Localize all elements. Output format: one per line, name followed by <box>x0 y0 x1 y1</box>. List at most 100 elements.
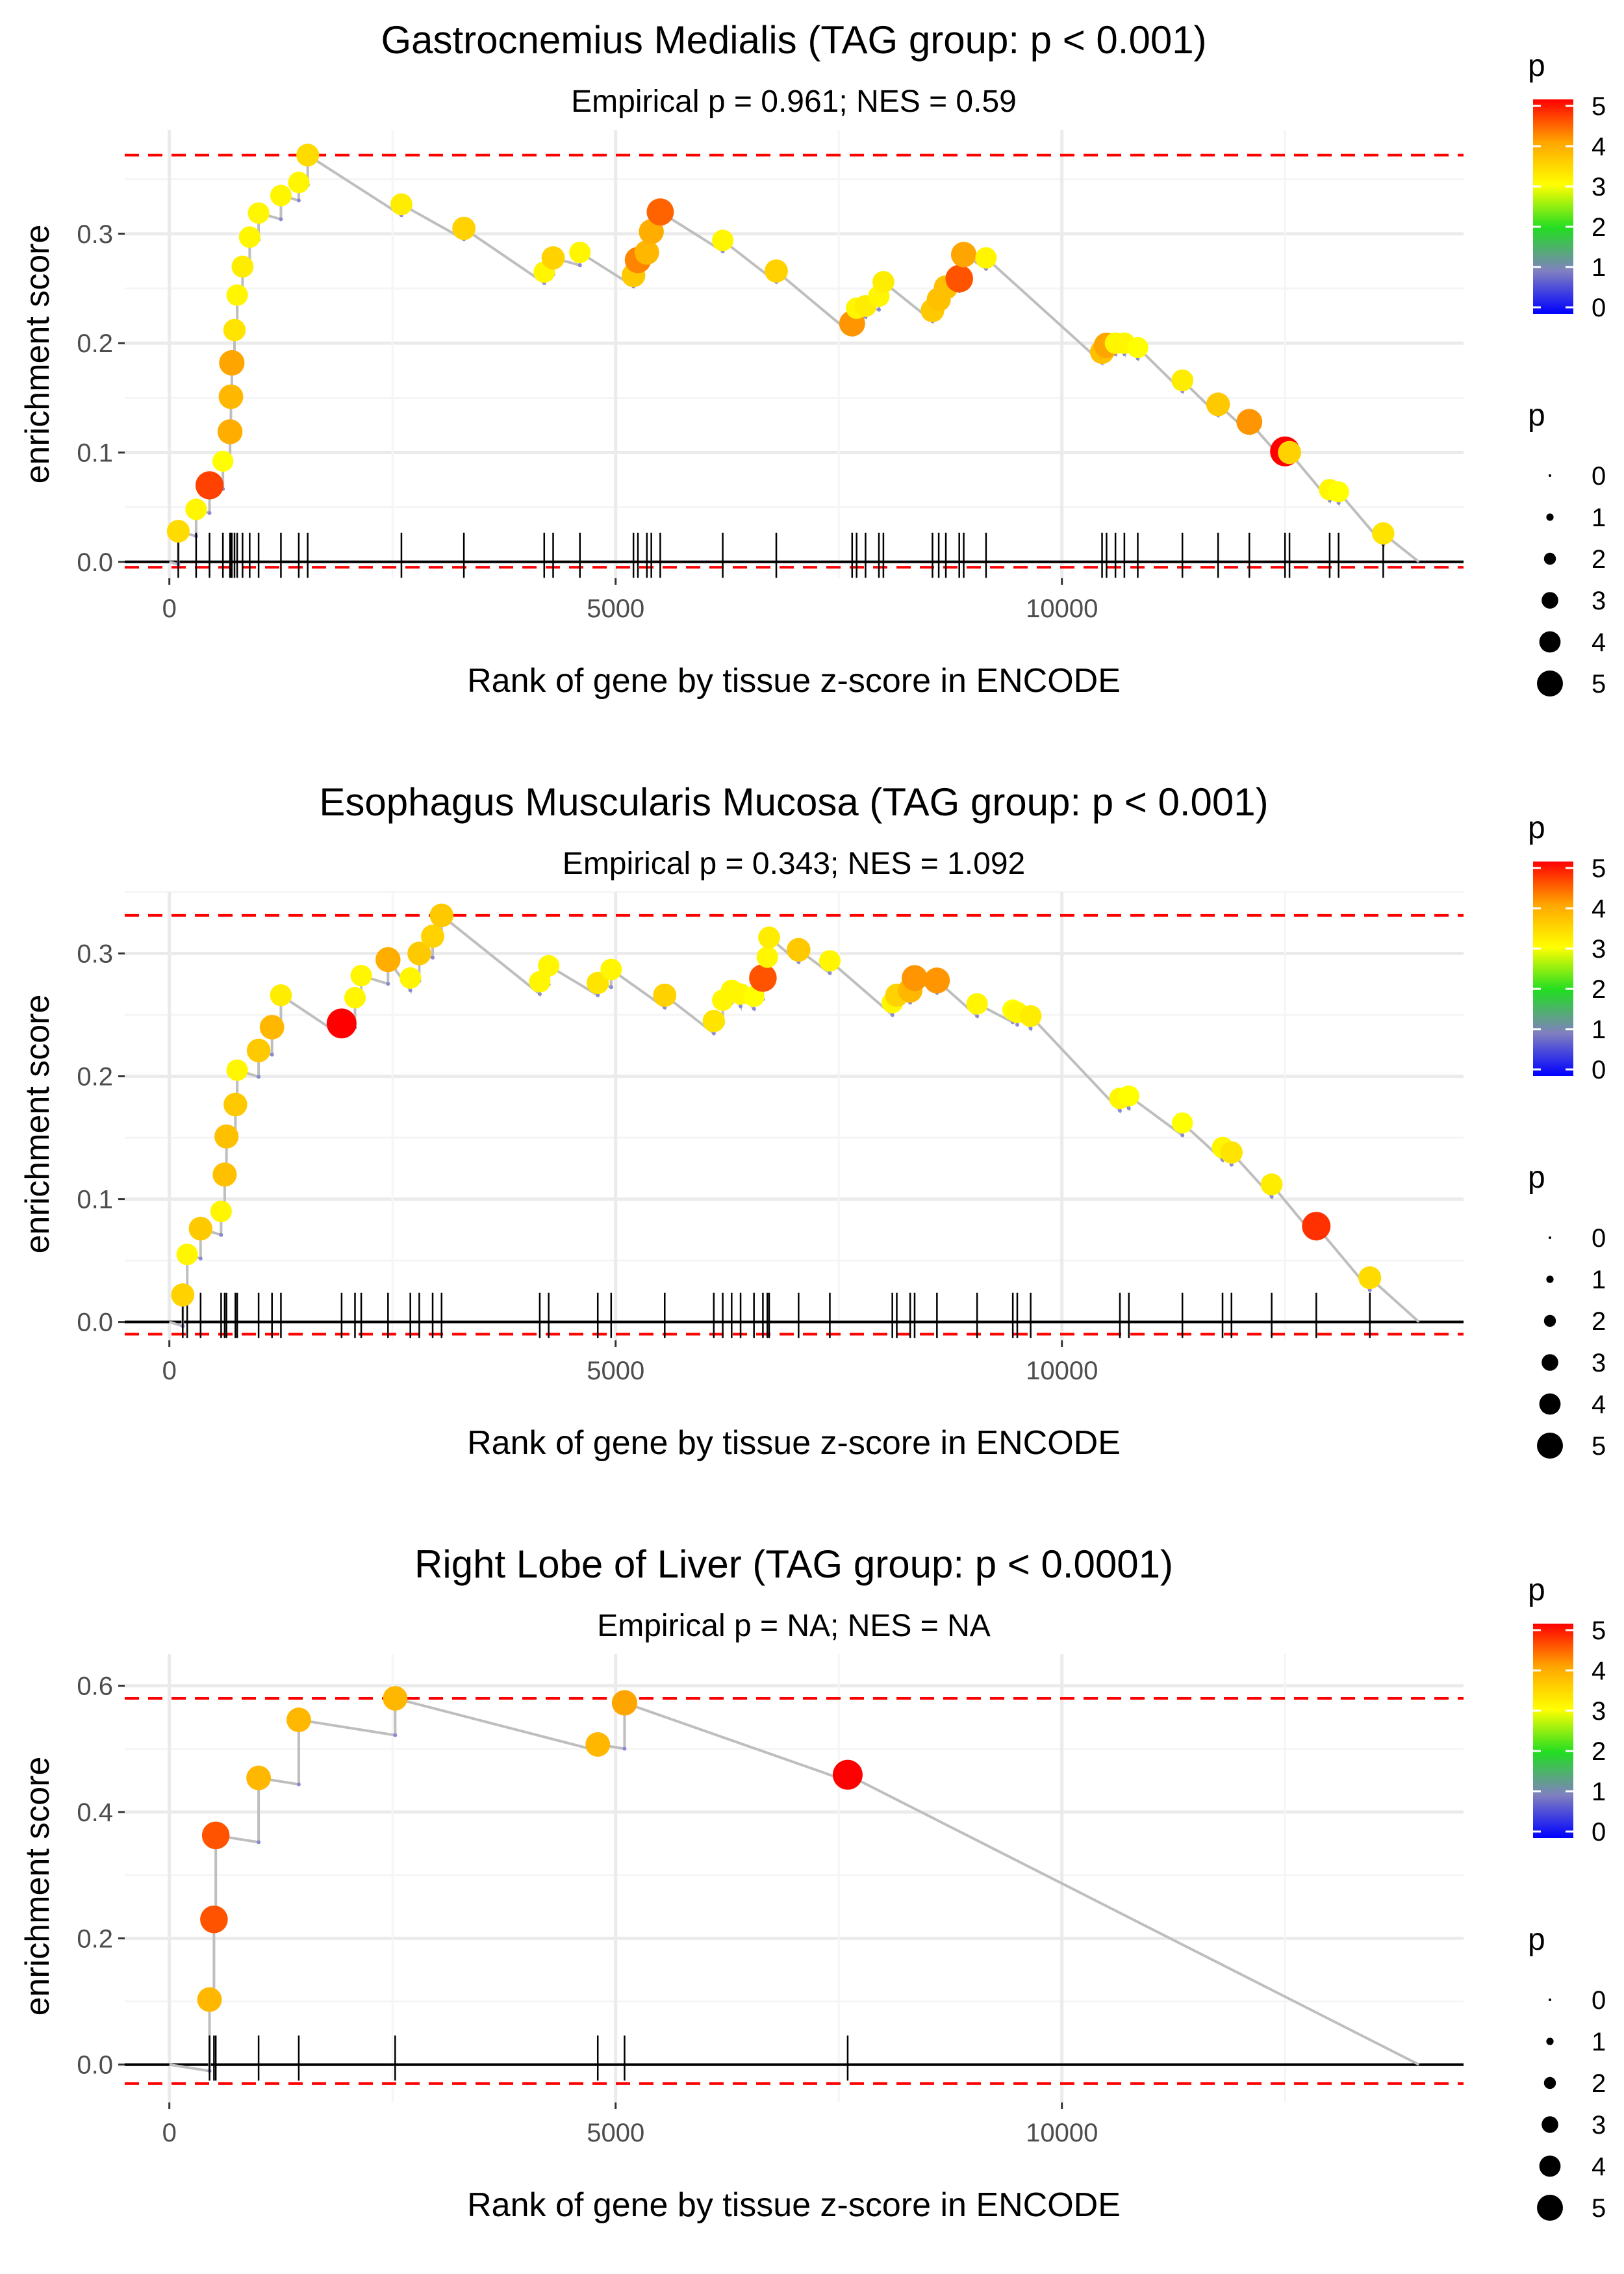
size-legend-dot <box>1543 1314 1556 1327</box>
panel-3-y-tick-label: 0.0 <box>77 2051 113 2080</box>
color-bar-label: 3 <box>1592 1697 1606 1726</box>
panel-1-y-tick-label: 0.2 <box>77 329 113 358</box>
panel-3-valley-marker <box>622 1746 627 1751</box>
color-bar-label: 5 <box>1592 92 1606 121</box>
panel-gastrocnemius: Gastrocnemius Medialis (TAG group: p < 0… <box>19 18 1464 700</box>
panel-1-point <box>195 471 224 500</box>
panel-3-point <box>200 1905 228 1934</box>
legend-2: p 5 4 3 2 1 0 p 0 1 2 3 4 5 <box>1528 811 1606 1461</box>
panel-3-valley-marker <box>257 1840 261 1845</box>
panel-2-point <box>226 1059 248 1081</box>
panel-1-subtitle: Empirical p = 0.961; NES = 0.59 <box>571 84 1017 119</box>
panel-2-point <box>902 965 928 991</box>
panel-1-point <box>219 350 245 376</box>
panel-1-plot-area: 0.0 0.1 0.2 0.3 0 5000 10000 <box>77 130 1464 623</box>
panel-1-x-tick-label: 0 <box>162 594 177 623</box>
panel-1-valley-marker <box>207 511 212 515</box>
panel-2-valley-marker <box>890 1013 894 1017</box>
size-legend-label: 5 <box>1592 670 1606 698</box>
size-legend-dot <box>1549 1236 1551 1239</box>
size-legend-dot <box>1537 2195 1563 2221</box>
panel-2-point <box>1019 1005 1042 1027</box>
size-legend-dot <box>1543 552 1556 565</box>
panel-2-point <box>246 1038 271 1063</box>
size-legend-label: 2 <box>1592 545 1606 574</box>
panel-2-point <box>212 1162 237 1187</box>
panel-2-valley-marker <box>596 993 600 997</box>
panel-1-valley-marker <box>296 198 301 203</box>
size-legend-label: 1 <box>1592 2028 1606 2056</box>
panel-2-x-tick-label: 0 <box>162 1357 177 1385</box>
panel-2-y-tick-label: 0.3 <box>77 940 113 969</box>
panel-3-point <box>383 1686 408 1711</box>
panel-2-subtitle: Empirical p = 0.343; NES = 1.092 <box>563 847 1025 881</box>
size-legend-label: 4 <box>1592 2153 1606 2181</box>
panel-1-point <box>226 284 248 306</box>
panel-2-point <box>787 938 811 962</box>
panel-2-point <box>1171 1112 1193 1134</box>
size-legend-label: 1 <box>1592 1266 1606 1294</box>
panel-2-point <box>653 983 677 1007</box>
panel-liver: Right Lobe of Liver (TAG group: p < 0.00… <box>19 1542 1464 2224</box>
color-bar-label: 1 <box>1592 253 1606 282</box>
panel-1-point <box>218 384 244 409</box>
panel-1-point <box>238 226 260 248</box>
color-bar-label: 2 <box>1592 1737 1606 1766</box>
size-legend-label: 5 <box>1592 2194 1606 2223</box>
size-legend-dot <box>1546 1275 1554 1283</box>
panel-1-gridlines <box>125 130 1464 578</box>
panel-1-y-tick-label: 0.1 <box>77 439 113 467</box>
panel-1-x-tick-label: 10000 <box>1026 594 1098 623</box>
panel-2-valley-marker <box>1015 1023 1019 1027</box>
panel-3-title: Right Lobe of Liver (TAG group: p < 0.00… <box>414 1542 1173 1586</box>
panel-2-valley-marker <box>828 971 832 975</box>
panel-1-y-tick-label: 0.0 <box>77 548 113 577</box>
panel-2-valley-marker <box>431 955 435 960</box>
panel-1-point <box>270 185 292 207</box>
size-legend-title: p <box>1528 1160 1545 1195</box>
panel-2-gridlines <box>125 891 1464 1340</box>
panel-2-valley-marker <box>1269 1194 1274 1199</box>
size-legend-dot <box>1549 474 1551 477</box>
panel-1-point <box>390 193 412 216</box>
panel-1-point <box>872 271 894 293</box>
panel-2-point <box>171 1283 195 1307</box>
panel-2-y-axis-title: enrichment score <box>19 995 57 1254</box>
panel-1-point <box>223 318 246 342</box>
panel-2-point <box>375 947 401 973</box>
panel-2-point <box>344 987 366 1009</box>
panel-2-valley-marker <box>975 1014 980 1018</box>
color-bar-label: 3 <box>1592 173 1606 201</box>
panel-1-point <box>1372 522 1395 545</box>
panel-2-valley-marker <box>1126 1106 1131 1110</box>
panel-2-point <box>600 958 622 980</box>
panel-2-point <box>538 954 560 977</box>
panel-1-point <box>765 259 788 283</box>
size-legend-title: p <box>1528 1923 1545 1957</box>
panel-1-point <box>646 198 674 226</box>
color-bar <box>1533 862 1573 1076</box>
panel-2-point <box>1260 1173 1283 1195</box>
panel-2-point <box>176 1244 198 1266</box>
panel-1-point <box>639 219 664 244</box>
panel-2-x-tick-label: 10000 <box>1026 1357 1098 1385</box>
panel-2-point <box>1358 1266 1382 1290</box>
panel-3-point <box>585 1732 611 1757</box>
panel-1-y-tick-label: 0.3 <box>77 220 113 249</box>
panel-1-point <box>950 242 977 268</box>
size-legend-label: 1 <box>1592 504 1606 532</box>
size-legend-label: 3 <box>1592 1349 1606 1377</box>
panel-2-point <box>421 925 444 948</box>
panel-3-valley-marker <box>393 1733 398 1737</box>
color-bar-label: 5 <box>1592 1616 1606 1645</box>
panel-1-point <box>212 450 234 472</box>
panel-2-point <box>702 1010 726 1032</box>
panel-1-point <box>569 241 591 264</box>
size-legend-label: 0 <box>1592 462 1606 491</box>
panel-3-point <box>197 1987 222 2012</box>
panel-2-point <box>1118 1085 1139 1107</box>
size-legend-title: p <box>1528 398 1545 433</box>
panel-2-point <box>259 1015 285 1040</box>
panel-2-valley-marker <box>1028 1026 1033 1030</box>
